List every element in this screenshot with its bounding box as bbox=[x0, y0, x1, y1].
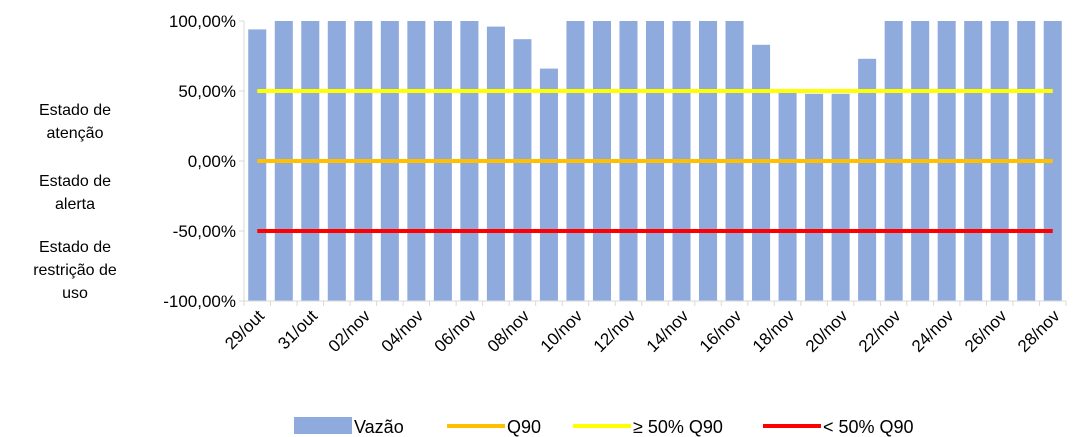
legend-swatch bbox=[294, 417, 352, 434]
x-tick-label: 18/nov bbox=[749, 306, 799, 356]
legend: Vazão Q90 ≥ 50% Q90 < 50% Q90 bbox=[294, 417, 914, 437]
side-label-alert-line-2: alerta bbox=[54, 196, 96, 213]
bar-08-nov bbox=[513, 39, 532, 301]
y-tick-label: 100,00% bbox=[169, 12, 236, 31]
side-label-attention-line-2: atenção bbox=[46, 125, 104, 142]
bar-29-out bbox=[248, 29, 267, 302]
side-label-alert: Estado de alerta bbox=[20, 170, 130, 216]
y-tick-label: 50,00% bbox=[178, 82, 236, 101]
side-label-restriction-line-2: restrição de bbox=[33, 262, 117, 279]
legend-item-0: Vazão bbox=[294, 417, 404, 437]
x-tick-label: 24/nov bbox=[908, 306, 958, 356]
x-tick-label: 12/nov bbox=[590, 306, 640, 356]
side-label-restriction: Estado de restrição de uso bbox=[20, 236, 130, 305]
x-tick-label: 26/nov bbox=[961, 306, 1011, 356]
side-label-restriction-line-3: uso bbox=[62, 285, 88, 302]
legend-item-1: Q90 bbox=[447, 417, 541, 437]
x-tick-label: 10/nov bbox=[537, 306, 587, 356]
legend-label: ≥ 50% Q90 bbox=[633, 417, 723, 437]
bar-18-nov bbox=[778, 91, 797, 301]
x-tick-label: 28/nov bbox=[1014, 306, 1064, 356]
y-tick-label: -100,00% bbox=[163, 292, 236, 311]
y-tick-label: -50,00% bbox=[173, 222, 236, 241]
side-label-restriction-line-1: Estado de bbox=[38, 239, 112, 256]
bar-21-nov bbox=[858, 58, 877, 301]
x-tick-label: 22/nov bbox=[855, 306, 905, 356]
x-tick-label: 06/nov bbox=[431, 306, 481, 356]
x-tick-label: 31/out bbox=[274, 306, 321, 353]
bar-20-nov bbox=[831, 93, 850, 301]
axes: 100,00% 50,00% 0,00% -50,00% -100,00%29/out 3… bbox=[163, 12, 1067, 356]
side-label-attention: Estado de atenção bbox=[20, 99, 130, 145]
bar-07-nov bbox=[486, 26, 505, 301]
x-tick-label: 29/out bbox=[221, 306, 268, 353]
bar-17-nov bbox=[752, 44, 771, 302]
bar-09-nov bbox=[539, 68, 558, 301]
reference-lines bbox=[257, 89, 1053, 233]
side-label-attention-line-1: Estado de bbox=[38, 102, 112, 119]
x-tick-label: 16/nov bbox=[696, 306, 746, 356]
legend-label: Q90 bbox=[507, 417, 541, 437]
x-tick-label: 14/nov bbox=[643, 306, 693, 356]
x-tick-label: 08/nov bbox=[484, 306, 534, 356]
x-tick-label: 04/nov bbox=[378, 306, 428, 356]
x-tick-label: 02/nov bbox=[325, 306, 375, 356]
legend-item-3: < 50% Q90 bbox=[763, 417, 914, 437]
legend-label: Vazão bbox=[354, 417, 404, 437]
y-tick-label: 0,00% bbox=[188, 152, 236, 171]
x-tick-label: 20/nov bbox=[802, 306, 852, 356]
legend-label: < 50% Q90 bbox=[823, 417, 914, 437]
bar-19-nov bbox=[805, 93, 824, 301]
side-label-alert-line-1: Estado de bbox=[38, 173, 112, 190]
legend-item-2: ≥ 50% Q90 bbox=[573, 417, 723, 437]
